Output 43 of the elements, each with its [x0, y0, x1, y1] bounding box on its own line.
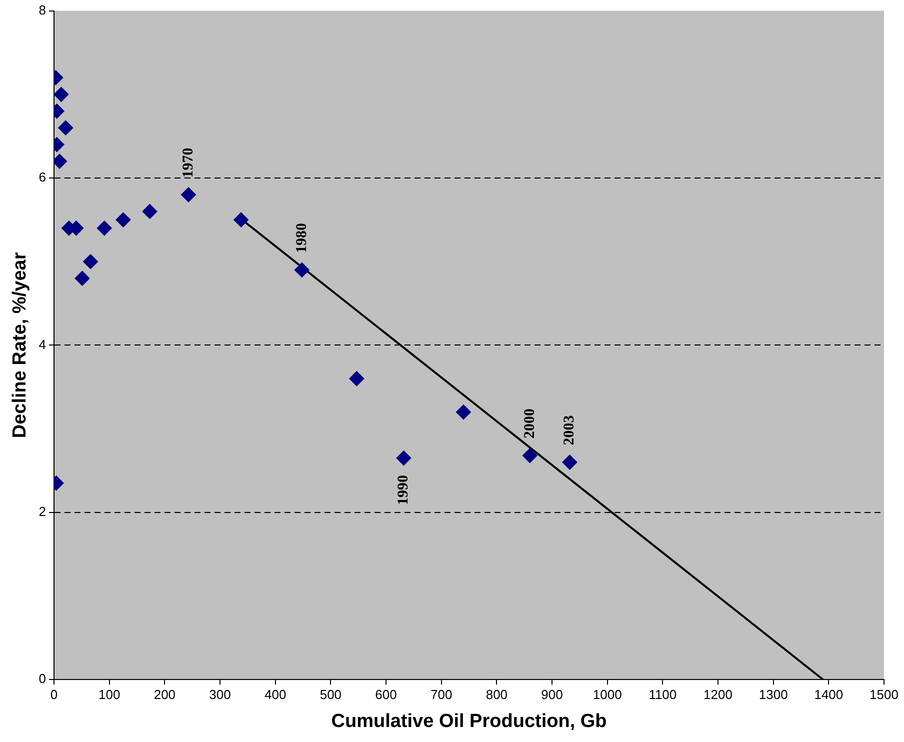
x-tick-label: 1400 [814, 686, 844, 702]
x-tick-label: 700 [430, 686, 452, 702]
x-tick-label: 100 [98, 686, 120, 702]
x-axis-title: Cumulative Oil Production, Gb [331, 710, 607, 732]
x-tick-label: 300 [209, 686, 231, 702]
point [58, 120, 74, 136]
point [96, 220, 112, 236]
x-tick-label: 1500 [870, 686, 898, 702]
point [180, 187, 196, 202]
x-tick-label: 200 [154, 686, 176, 702]
point [74, 270, 90, 286]
y-tick-label: 2 [38, 504, 46, 519]
x-tick-label: 0 [50, 686, 58, 702]
annotation: 1990 [396, 475, 412, 506]
point [562, 454, 578, 470]
point [396, 450, 412, 466]
x-tick-label: 1000 [592, 686, 622, 702]
x-tick-label: 1100 [648, 686, 677, 702]
point [116, 212, 131, 228]
point [234, 212, 249, 228]
point [142, 204, 158, 219]
y-tick-label: 6 [38, 170, 46, 185]
point [54, 86, 69, 102]
y-tick-label: 0 [38, 671, 46, 686]
point [349, 371, 364, 386]
point [456, 404, 471, 420]
x-tick-label: 500 [320, 686, 342, 702]
y-tick-label: 8 [38, 2, 46, 18]
annotation: 1970 [180, 148, 196, 178]
point [294, 262, 310, 278]
x-tick-label: 400 [264, 686, 286, 702]
annotation: 2003 [562, 415, 578, 446]
x-tick-label: 1200 [704, 686, 732, 702]
y-tick-label: 4 [38, 336, 46, 352]
x-tick-label: 1300 [758, 686, 788, 702]
x-tick-label: 800 [486, 686, 508, 702]
y-axis-title: Decline Rate, %/year [10, 252, 31, 438]
annotation: 2000 [522, 408, 538, 439]
annotation: 1980 [294, 222, 310, 253]
point [83, 254, 98, 270]
point [522, 448, 538, 464]
x-tick-label: 900 [541, 686, 563, 702]
x-tick-label: 600 [375, 686, 397, 702]
